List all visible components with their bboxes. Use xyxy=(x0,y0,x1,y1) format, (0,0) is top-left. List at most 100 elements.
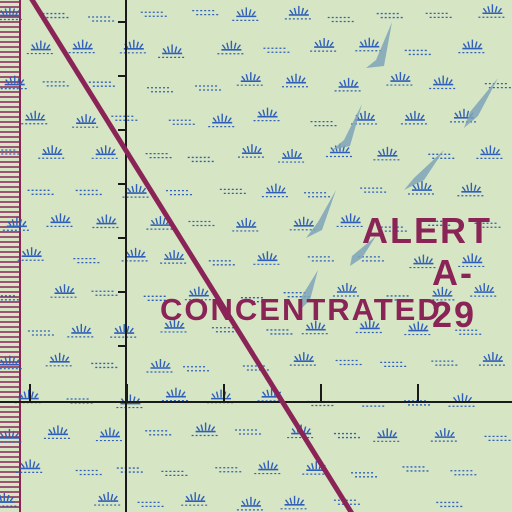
marsh-symbol xyxy=(91,145,120,159)
marsh-symbol xyxy=(116,467,143,473)
marsh-symbol xyxy=(404,400,431,406)
marsh-symbol xyxy=(143,295,170,301)
marsh-symbol xyxy=(380,361,407,368)
marsh-symbol xyxy=(137,501,164,508)
marsh-symbol xyxy=(278,149,307,163)
marsh-symbol xyxy=(280,495,309,510)
marsh-symbol xyxy=(333,432,360,439)
marsh-symbol xyxy=(436,501,463,508)
marsh-symbol xyxy=(121,247,150,262)
marsh-symbol xyxy=(334,77,363,92)
marsh-symbol xyxy=(289,352,318,366)
water-body xyxy=(464,78,498,128)
marsh-symbol xyxy=(332,282,361,297)
alert-area-designator: A-29 xyxy=(432,252,477,335)
marsh-symbol xyxy=(0,149,20,155)
marsh-symbol xyxy=(380,226,407,232)
marsh-symbol xyxy=(145,152,172,159)
marsh-symbol xyxy=(50,284,79,298)
water-bodies xyxy=(298,22,498,312)
marsh-symbol xyxy=(160,318,189,333)
marsh-symbol xyxy=(263,47,290,53)
marsh-symbol xyxy=(484,435,511,442)
marsh-symbol xyxy=(404,321,433,336)
marsh-symbol xyxy=(68,39,97,54)
marsh-symbol xyxy=(386,72,415,86)
marsh-symbol xyxy=(219,188,246,195)
marsh-symbol xyxy=(94,492,123,506)
water-body xyxy=(350,236,376,266)
marsh-symbol xyxy=(373,146,402,161)
marsh-symbol xyxy=(0,355,24,370)
marsh-symbol xyxy=(45,352,74,367)
grid-ticks xyxy=(29,21,419,402)
marsh-symbol xyxy=(217,40,246,55)
marsh-symbol xyxy=(91,362,118,369)
marsh-symbol xyxy=(400,110,429,125)
marsh-symbol xyxy=(484,83,511,89)
marsh-symbol xyxy=(26,40,55,55)
marsh-symbol xyxy=(16,459,45,474)
marsh-symbol xyxy=(355,37,384,52)
marsh-symbol xyxy=(254,460,283,475)
marsh-symbol xyxy=(355,319,384,334)
marsh-symbol xyxy=(376,12,403,19)
marsh-symbol xyxy=(478,4,507,18)
marsh-symbol xyxy=(386,295,413,301)
marsh-symbol xyxy=(310,120,337,127)
marsh-symbol xyxy=(27,330,54,336)
marsh-symbol xyxy=(430,428,459,442)
marsh-symbol xyxy=(428,286,457,301)
marsh-symbol xyxy=(191,422,220,437)
marsh-symbol xyxy=(450,470,477,476)
marsh-symbol xyxy=(404,49,431,56)
marsh-symbol xyxy=(237,144,266,158)
marsh-symbol xyxy=(46,213,75,227)
marsh-symbol xyxy=(27,189,54,195)
marsh-symbol xyxy=(431,360,458,366)
marsh-symbol xyxy=(187,156,214,163)
marsh-symbol xyxy=(253,251,282,265)
marsh-symbol xyxy=(429,75,458,90)
marsh-symbol xyxy=(208,260,235,266)
marsh-symbol xyxy=(301,320,330,335)
marsh-symbol xyxy=(457,182,486,197)
marsh-symbol xyxy=(88,81,115,87)
marsh-symbol xyxy=(232,7,261,21)
marsh-symbol xyxy=(476,145,505,159)
marsh-symbol xyxy=(75,469,102,476)
marsh-symbol xyxy=(474,222,501,228)
marsh-symbol xyxy=(183,366,210,372)
marsh-symbol xyxy=(110,324,139,338)
marsh-symbol xyxy=(215,467,242,473)
marsh-symbol xyxy=(211,327,238,333)
marsh-symbol xyxy=(470,283,499,297)
marsh-symbol xyxy=(335,359,362,366)
marsh-symbol xyxy=(402,466,429,472)
marsh-symbol xyxy=(91,290,118,296)
marsh-symbol xyxy=(425,12,452,19)
marsh-symbol xyxy=(360,187,387,193)
marsh-symbol xyxy=(266,329,293,335)
marsh-symbol xyxy=(195,85,222,91)
marsh-symbol xyxy=(42,12,69,19)
marsh-symbol xyxy=(373,428,402,442)
marsh-symbol xyxy=(17,247,46,261)
marsh-symbol xyxy=(146,358,175,373)
marsh-symbol xyxy=(140,11,167,17)
marsh-symbol xyxy=(336,213,365,228)
marsh-symbol xyxy=(38,145,67,159)
marsh-symbol xyxy=(327,16,354,23)
marsh-symbol xyxy=(95,427,124,442)
marsh-symbol xyxy=(192,9,219,16)
airway-route-line xyxy=(29,0,354,512)
marsh-symbol xyxy=(67,323,96,338)
marsh-symbol xyxy=(304,192,331,198)
marsh-symbol xyxy=(351,472,378,478)
marsh-symbol xyxy=(165,189,192,196)
marsh-symbol xyxy=(145,430,172,436)
water-body xyxy=(306,190,336,238)
